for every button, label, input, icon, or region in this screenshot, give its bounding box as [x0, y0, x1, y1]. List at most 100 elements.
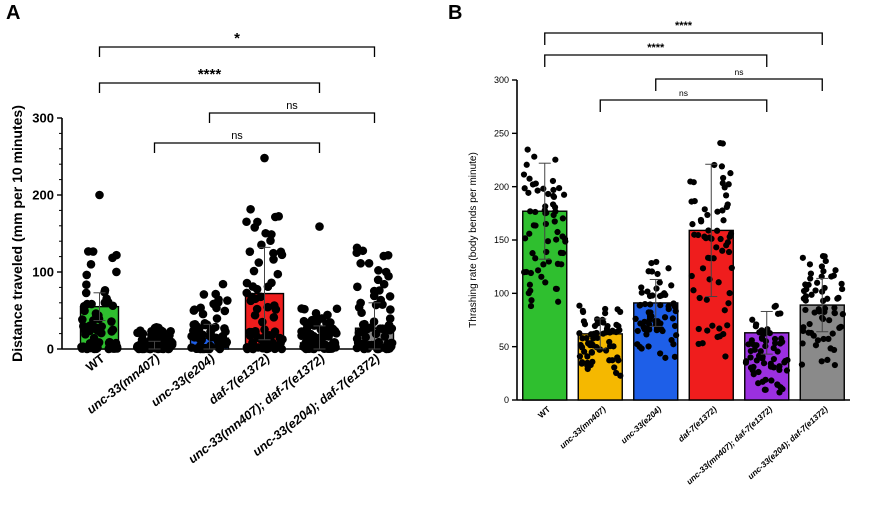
- panel-b-data-point: [759, 355, 766, 362]
- panel-a-significance-bracket: [98, 46, 376, 57]
- panel-b-data-point: [609, 357, 616, 364]
- panel-b-data-point: [525, 189, 532, 196]
- panel-a-data-point: [352, 243, 362, 253]
- panel-a-data-point: [316, 325, 326, 334]
- panel-b-data-point: [690, 179, 697, 186]
- panel-b-data-point: [656, 279, 663, 286]
- panel-b-data-point: [774, 381, 781, 388]
- panel-b-data-point: [645, 343, 652, 350]
- panel-b-data-point: [724, 239, 732, 246]
- chart-panel-b: 0 50 100 150 200 250 300 Thrashing rate (body b…: [468, 20, 850, 486]
- panel-a-data-point: [276, 247, 286, 257]
- panel-a-data-point: [379, 279, 389, 289]
- panel-a-data-point: [190, 305, 199, 314]
- panel-b-data-point: [638, 289, 645, 296]
- panel-b-y-tick-label: 100: [494, 288, 509, 298]
- panel-b-data-point: [520, 171, 528, 178]
- panel-b-data-point: [671, 322, 679, 330]
- panel-a-data-point: [364, 259, 374, 268]
- panel-b-data-point: [665, 306, 672, 313]
- panel-b-data-point: [646, 292, 654, 300]
- panel-a-x-tick-label: WT: [83, 351, 107, 374]
- panel-b-data-point: [752, 323, 759, 330]
- panel-b-data-point: [719, 207, 726, 214]
- panel-a-data-point: [360, 325, 370, 335]
- panel-b-data-point: [705, 227, 712, 234]
- panel-b-y-tick-label: 50: [499, 342, 509, 352]
- panel-b-data-point: [742, 358, 750, 365]
- panel-b-data-point: [559, 249, 567, 257]
- panel-b-data-point: [747, 347, 754, 355]
- panel-b-data-point: [556, 184, 563, 192]
- panel-a-data-point: [102, 294, 111, 304]
- panel-a-significance-bracket: [98, 82, 321, 93]
- panel-b-data-point: [653, 258, 660, 266]
- panel-a-data-point: [100, 287, 109, 297]
- panel-b-data-point: [540, 185, 547, 192]
- panel-b-data-point: [755, 368, 762, 376]
- panel-b-data-point: [824, 356, 831, 364]
- panel-b-data-point: [602, 310, 609, 317]
- panel-b-data-point: [529, 250, 536, 257]
- panel-b-data-point: [558, 261, 565, 268]
- panel-b-data-point: [807, 275, 814, 282]
- panel-b-data-point: [835, 294, 842, 301]
- panel-b-data-point: [774, 348, 781, 355]
- panel-a-data-point: [254, 258, 264, 267]
- panel-a-data-point: [245, 247, 255, 256]
- panel-b-data-point: [770, 364, 777, 371]
- panel-a-data-point: [269, 313, 279, 322]
- panel-b-data-point: [523, 268, 530, 276]
- panel-b-data-point: [526, 230, 533, 237]
- panel-b-data-point: [698, 218, 705, 225]
- panel-a-data-point: [252, 304, 262, 314]
- panel-b-data-point: [704, 327, 711, 334]
- panel-b-x-tick-label: unc-33(mn407): [557, 404, 607, 451]
- panel-b-data-point: [799, 254, 806, 261]
- panel-b-data-point: [534, 187, 541, 194]
- panel-b-data-point: [669, 315, 676, 322]
- panel-b-data-point: [768, 377, 775, 384]
- panel-a-data-point: [260, 153, 269, 163]
- panel-b-data-point: [713, 244, 720, 251]
- panel-label-b: B: [448, 2, 462, 24]
- panel-a-data-point: [223, 296, 232, 305]
- panel-a-data-point: [212, 314, 222, 323]
- panel-b-data-point: [725, 300, 732, 307]
- panel-b-data-point: [657, 350, 664, 357]
- panel-a-data-point: [247, 292, 257, 302]
- panel-b-data-point: [614, 354, 621, 361]
- panel-b-data-point: [526, 175, 533, 182]
- panel-b-data-point: [800, 287, 808, 295]
- panel-a-data-point: [269, 248, 278, 258]
- panel-b-data-point: [820, 335, 827, 343]
- panel-a-significance-label: ns: [231, 130, 243, 142]
- panel-b-data-point: [836, 324, 843, 332]
- panel-a-data-point: [104, 344, 114, 354]
- panel-a-data-point: [108, 301, 118, 311]
- panel-b-data-point: [717, 235, 724, 243]
- panel-b-data-point: [613, 329, 620, 336]
- panel-b-data-point: [638, 345, 645, 352]
- panel-a-data-point: [79, 321, 88, 331]
- panel-b-data-point: [831, 309, 838, 316]
- panel-b-data-point: [807, 270, 815, 277]
- panel-b-data-point: [749, 316, 756, 323]
- panel-b-data-point: [553, 285, 560, 293]
- panel-b-y-tick-label: 150: [494, 235, 509, 245]
- panel-b-data-point: [806, 261, 814, 268]
- panel-b-data-point: [722, 192, 730, 199]
- panel-a-data-point: [273, 269, 283, 279]
- panel-b-data-point: [772, 302, 779, 309]
- panel-b-data-point: [784, 356, 791, 364]
- panel-b-data-point: [714, 227, 721, 234]
- panel-b-data-point: [716, 325, 723, 332]
- panel-a-data-point: [144, 342, 153, 352]
- panel-b-data-point: [587, 340, 594, 347]
- panel-b-y-tick-label: 250: [494, 128, 509, 138]
- panel-b-data-point: [709, 322, 716, 329]
- panel-b-data-point: [832, 267, 839, 274]
- panel-a-data-point: [261, 228, 270, 238]
- panel-b-data-point: [638, 284, 645, 291]
- panel-b-data-point: [549, 177, 557, 185]
